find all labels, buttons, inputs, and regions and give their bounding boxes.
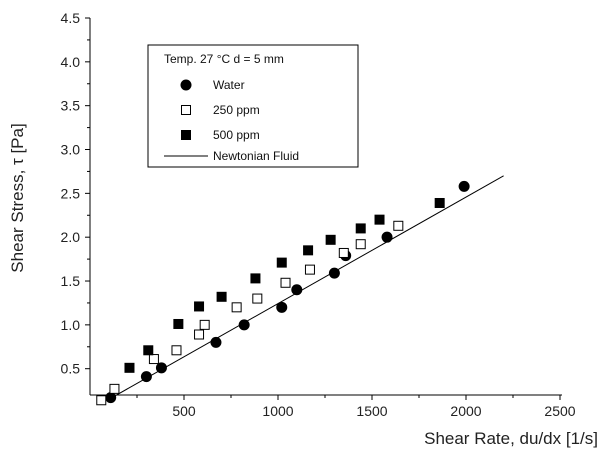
data-point: [381, 231, 393, 243]
series-500-ppm: [124, 197, 445, 373]
x-axis-title: Shear Rate, du/dx [1/s]: [424, 429, 598, 448]
series-layer: [96, 175, 504, 406]
data-point: [173, 318, 184, 329]
x-tick-label: 500: [172, 403, 196, 419]
series-250-ppm: [96, 220, 404, 406]
data-point: [194, 329, 205, 340]
data-point: [393, 220, 404, 231]
data-point: [252, 293, 263, 304]
x-tick-label: 1000: [262, 403, 293, 419]
legend-label: 250 ppm: [213, 103, 260, 117]
series-newtonian-fluid: [108, 175, 504, 400]
data-point: [105, 392, 117, 404]
data-point: [304, 264, 315, 275]
data-point: [194, 301, 205, 312]
plot-axes: [89, 18, 562, 396]
data-point: [231, 302, 242, 313]
legend-marker: [180, 79, 192, 91]
data-point: [458, 180, 470, 192]
data-point: [148, 354, 159, 365]
data-point: [143, 345, 154, 356]
data-point: [355, 223, 366, 234]
legend-items: Water 250 ppm 500 ppm Newtonian Fluid: [164, 78, 299, 163]
data-point: [109, 383, 120, 394]
y-tick-label: 3.5: [61, 98, 81, 114]
y-axis-title: Shear Stress, τ [Pa]: [8, 123, 27, 272]
data-point: [276, 301, 288, 313]
x-tick-label: 1500: [356, 403, 387, 419]
legend-marker: [181, 130, 191, 140]
y-tick-label: 3.0: [61, 142, 81, 158]
data-point: [303, 245, 314, 256]
newtonian-fluid-line: [108, 175, 504, 400]
y-tick-label: 1.5: [61, 273, 81, 289]
data-point: [171, 345, 182, 356]
legend-marker: [181, 105, 191, 115]
data-point: [355, 239, 366, 250]
data-point: [124, 362, 135, 373]
y-tick-label: 4.0: [61, 54, 81, 70]
legend-label: Newtonian Fluid: [213, 149, 299, 163]
legend-header: Temp. 27 °C d = 5 mm: [164, 52, 284, 66]
y-tick-label: 0.5: [61, 361, 81, 377]
data-point: [338, 247, 349, 258]
legend-label: Water: [213, 78, 245, 92]
legend-label: 500 ppm: [213, 128, 260, 142]
legend: Temp. 27 °C d = 5 mm Water 250 ppm 500 ppm…: [147, 44, 359, 168]
y-tick-label: 4.5: [61, 10, 81, 26]
data-point: [280, 277, 291, 288]
y-ticks: 0.5 1.0 1.5 2.0 2.5 3.0 3.5 4.0 4.5: [61, 10, 90, 377]
data-point: [291, 284, 303, 296]
data-point: [199, 319, 210, 330]
data-point: [325, 234, 336, 245]
y-tick-label: 2.5: [61, 185, 81, 201]
y-tick-label: 2.0: [61, 229, 81, 245]
data-point: [374, 214, 385, 225]
data-point: [434, 197, 445, 208]
x-tick-label: 2500: [544, 403, 575, 419]
x-tick-label: 2000: [450, 403, 481, 419]
data-point: [210, 336, 222, 348]
data-point: [276, 257, 287, 268]
x-ticks: 500 1000 1500 2000 2500: [136, 395, 576, 419]
series-water: [105, 180, 470, 404]
data-point: [216, 291, 227, 302]
data-point: [96, 395, 107, 406]
y-tick-label: 1.0: [61, 317, 81, 333]
data-point: [250, 273, 261, 284]
data-point: [238, 319, 250, 331]
